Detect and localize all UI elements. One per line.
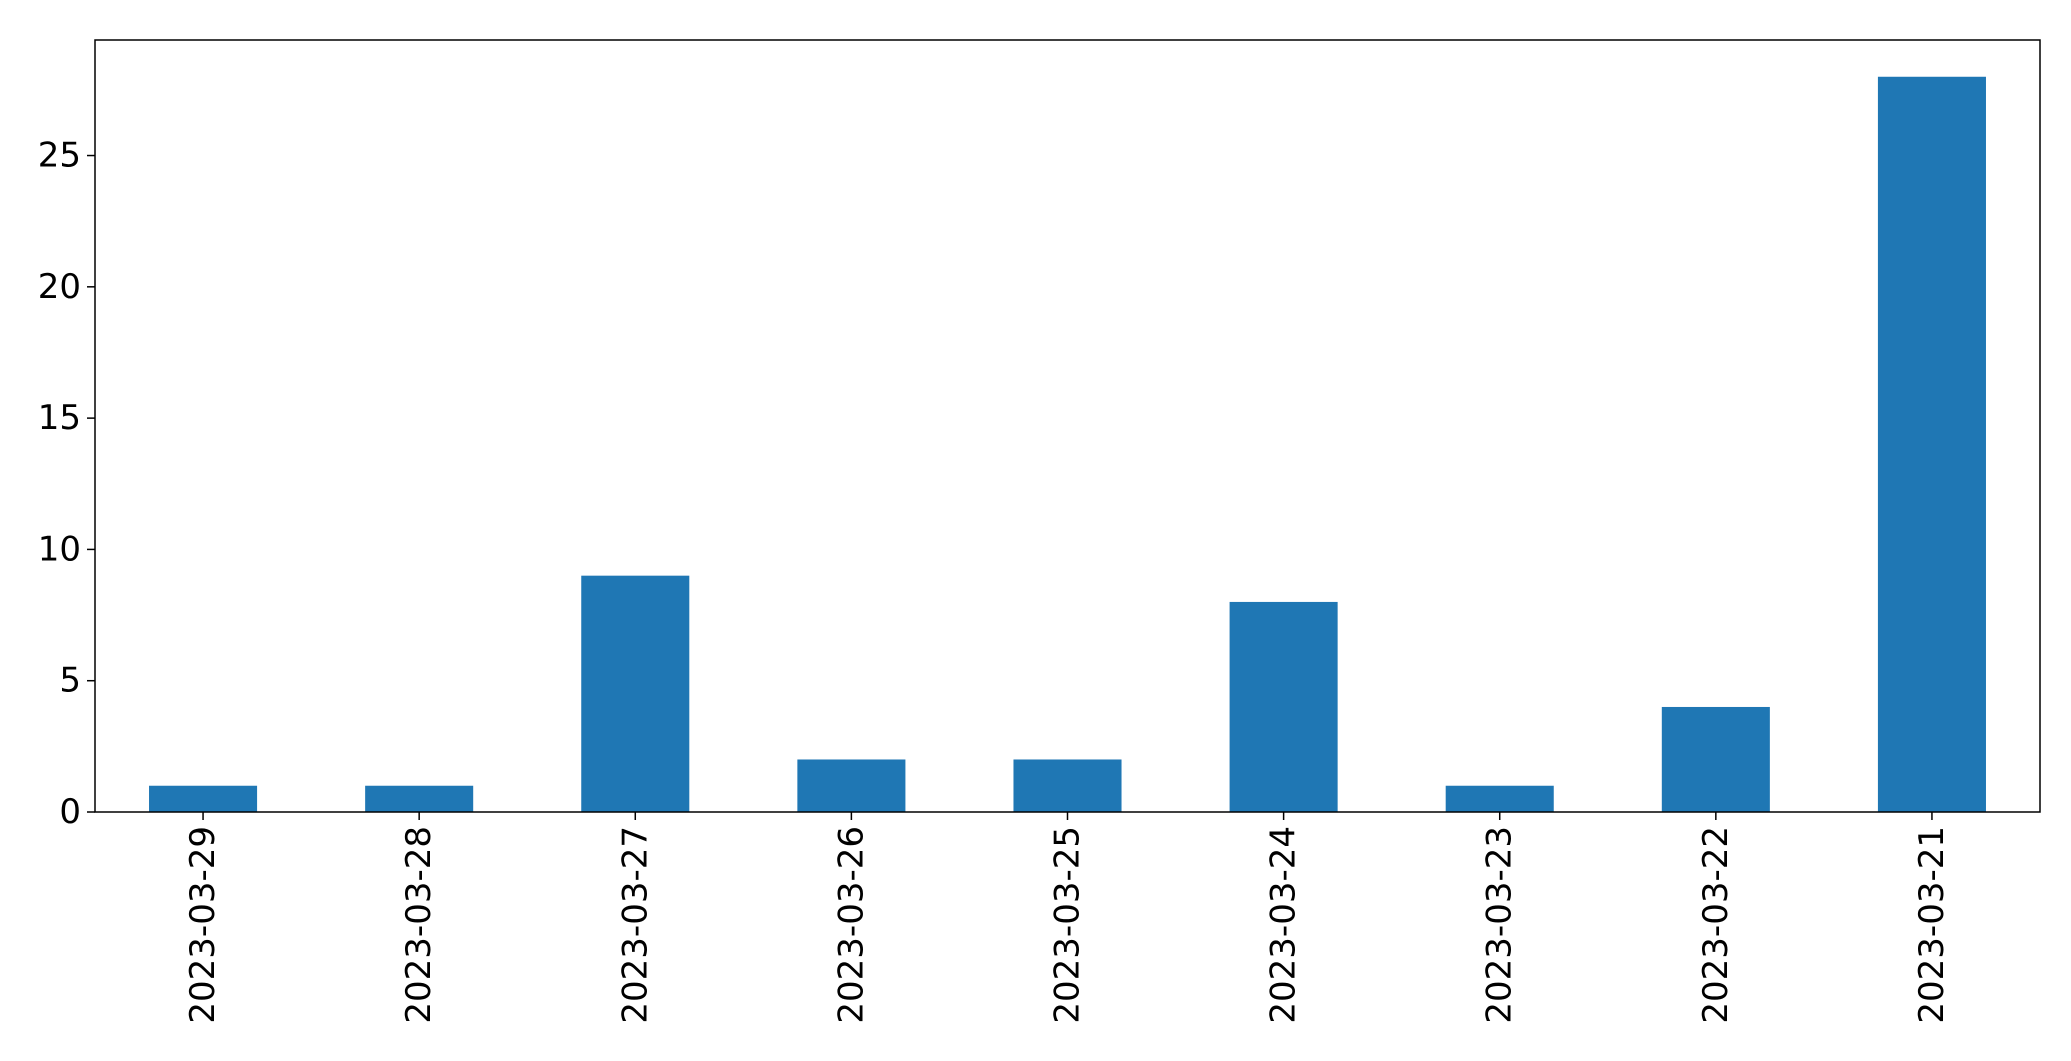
x-tick-label-2023-03-23: 2023-03-23 [1480, 826, 1520, 1024]
x-tick-label-2023-03-29: 2023-03-29 [183, 826, 223, 1024]
bar-2023-03-25 [1013, 759, 1122, 812]
y-tick-label-20: 20 [38, 267, 81, 307]
x-tick-label-2023-03-26: 2023-03-26 [831, 826, 871, 1024]
bar-2023-03-29 [149, 785, 258, 812]
bar-2023-03-22 [1661, 706, 1770, 812]
x-tick-label-2023-03-22: 2023-03-22 [1696, 826, 1736, 1024]
x-tick-label-2023-03-24: 2023-03-24 [1264, 826, 1304, 1024]
bar-2023-03-27 [581, 575, 690, 812]
bar-2023-03-28 [365, 785, 474, 812]
x-tick-label-2023-03-28: 2023-03-28 [399, 826, 439, 1024]
bar-2023-03-26 [797, 759, 906, 812]
bars-group [149, 76, 1986, 812]
x-tick-label-2023-03-27: 2023-03-27 [615, 826, 655, 1024]
ticks-group: 2023-03-29 2023-03-28 2023-03-27 2023-03-26… [38, 136, 1952, 1024]
x-tick-label-2023-03-21: 2023-03-21 [1912, 826, 1952, 1024]
x-tick-label-2023-03-25: 2023-03-25 [1048, 826, 1088, 1024]
y-tick-label-10: 10 [38, 529, 81, 569]
y-tick-label-25: 25 [38, 136, 81, 176]
y-tick-label-15: 15 [38, 398, 81, 438]
plot-frame [94, 39, 2041, 813]
bar-2023-03-21 [1877, 76, 1986, 812]
bar-2023-03-23 [1445, 785, 1554, 812]
y-tick-label-5: 5 [59, 661, 81, 701]
y-tick-label-0: 0 [59, 792, 81, 832]
bar-2023-03-24 [1229, 601, 1338, 812]
